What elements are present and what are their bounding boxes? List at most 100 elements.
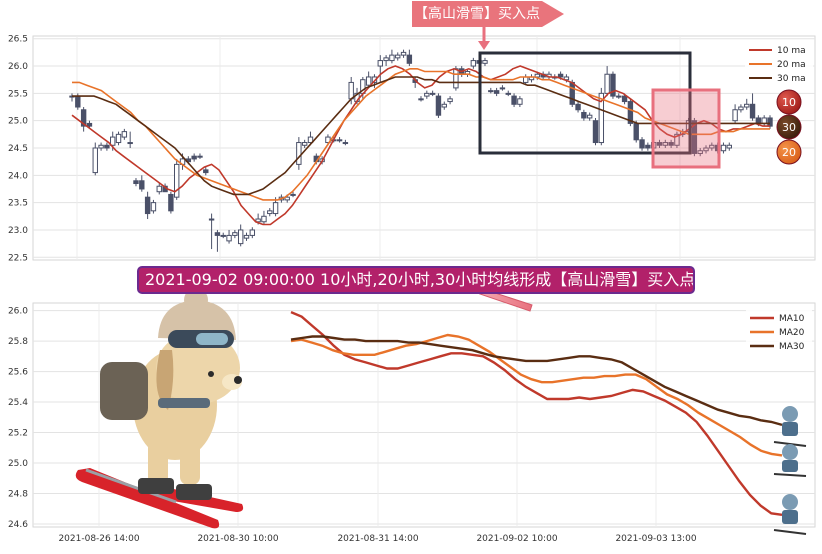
flag-pointer-head [478, 41, 490, 50]
buy-point-flag: 【高山滑雪】买入点 [412, 1, 542, 27]
candle-body [139, 180, 145, 190]
candle-body [511, 95, 517, 105]
candle-body [447, 98, 453, 103]
candle-body [621, 95, 628, 103]
left-ski [75, 468, 220, 529]
candle-body [703, 147, 709, 152]
candle-body [127, 142, 133, 145]
candle-body [365, 76, 372, 86]
mini-skier-2-skis [773, 473, 807, 477]
candle-body [290, 193, 296, 196]
beanie-pompom [184, 288, 208, 312]
candle-body [499, 87, 506, 90]
top-legend-label-10: 10 ma [777, 46, 806, 56]
mini-skier-3-skis [773, 529, 807, 535]
candle-body [633, 122, 639, 141]
candle-body [395, 54, 401, 59]
mini-skier-3-head [782, 494, 798, 510]
candle-body [121, 131, 128, 138]
top-grid [33, 36, 815, 260]
bottom-x-tick-label: 2021-08-31 14:00 [337, 534, 418, 544]
candle-body [197, 155, 203, 158]
candle-body [133, 180, 139, 185]
bottom-ma-lines [290, 310, 783, 516]
candle-body [208, 218, 215, 221]
top-y-tick-label: 24.0 [8, 171, 28, 181]
candle-body [284, 196, 290, 201]
candle-body [709, 144, 715, 149]
bottom-legend-label-ma10: MA10 [779, 314, 805, 324]
mini-skier-1-head [782, 406, 798, 422]
candle-body [424, 92, 430, 97]
badge-10-label: 10 [782, 96, 796, 109]
candle-body [336, 139, 343, 142]
candle-body [296, 142, 302, 165]
candle-body [581, 111, 587, 119]
candle-body [86, 122, 93, 127]
candle-body [598, 92, 605, 144]
candle-body [517, 98, 523, 105]
candle-body [662, 142, 668, 146]
candle-body [441, 103, 447, 108]
dog-eye [208, 371, 214, 377]
candle-body [767, 117, 773, 127]
bottom-x-tick-label: 2021-08-30 10:00 [197, 534, 278, 544]
candle-body [104, 144, 110, 149]
candle-body [453, 68, 459, 89]
top-y-tick-label: 23.5 [8, 199, 28, 209]
bottom-y-tick-label: 25.6 [8, 368, 28, 378]
badge-30-label: 30 [782, 121, 796, 134]
mini-skier-icons [773, 406, 807, 535]
bottom-y-axis: 24.6 24.8 25.0 25.2 25.4 25.6 25.8 26.0 [8, 307, 28, 530]
candle-body [150, 202, 157, 212]
flag-pointer-arrow [478, 27, 490, 50]
candle-body [307, 136, 314, 144]
candle-body [656, 142, 663, 146]
candle-body [592, 120, 599, 144]
candle-body [144, 196, 151, 215]
candle-body [389, 54, 395, 62]
dog-leg-left [148, 440, 168, 485]
candle-body [505, 92, 511, 95]
candle-body [255, 218, 261, 223]
candle-body [400, 51, 407, 56]
candle-body [203, 169, 209, 174]
bottom-y-tick-label: 25.8 [8, 337, 28, 347]
top-y-axis: 22.5 23.0 23.5 24.0 24.5 25.0 25.5 26.0 26.5 [8, 35, 28, 264]
top-candlestick-chart: 22.5 23.0 23.5 24.0 24.5 25.0 25.5 26.0 26.5 [8, 35, 816, 264]
ski-boot-left [138, 478, 174, 494]
bottom-x-tick-label: 2021-09-02 10:00 [476, 534, 557, 544]
candle-body [668, 142, 674, 146]
top-legend-label-20: 20 ma [777, 60, 806, 70]
bottom-ma-chart: 24.6 24.8 25.0 25.2 25.4 25.6 25.8 26.0 2021-08… [8, 302, 816, 544]
candle-body [493, 90, 500, 94]
bottom-legend-label-ma20: MA20 [779, 328, 805, 338]
candle-body [342, 142, 349, 145]
candle-body [639, 139, 645, 149]
badge-10-ball [776, 89, 802, 115]
candle-body [488, 90, 494, 93]
bottom-x-tick-label: 2021-08-26 14:00 [58, 534, 139, 544]
candle-body [110, 136, 116, 146]
skiing-dog-illustration [75, 288, 244, 529]
candle-body [755, 117, 762, 124]
candle-body [732, 109, 738, 122]
badge-20-label: 20 [782, 146, 796, 159]
candle-body [749, 103, 756, 119]
dog-leg-right [180, 440, 200, 485]
candle-body [482, 60, 488, 64]
ski-boot-right [176, 484, 212, 500]
top-y-tick-label: 23.0 [8, 226, 28, 236]
candle-body [214, 232, 221, 236]
candle-body [115, 133, 122, 144]
backpack-icon [100, 362, 148, 420]
mini-skier-3-body [782, 510, 798, 524]
candle-body [267, 210, 273, 215]
bottom-y-tick-label: 24.8 [8, 489, 28, 499]
candle-body [697, 150, 703, 154]
bottom-x-axis: 2021-08-26 14:00 2021-08-30 10:00 2021-08-… [58, 534, 696, 544]
candle-body [744, 103, 750, 108]
mini-skier-1-body [782, 422, 798, 436]
candle-body [80, 109, 87, 127]
mini-skier-icon-2 [773, 444, 807, 477]
